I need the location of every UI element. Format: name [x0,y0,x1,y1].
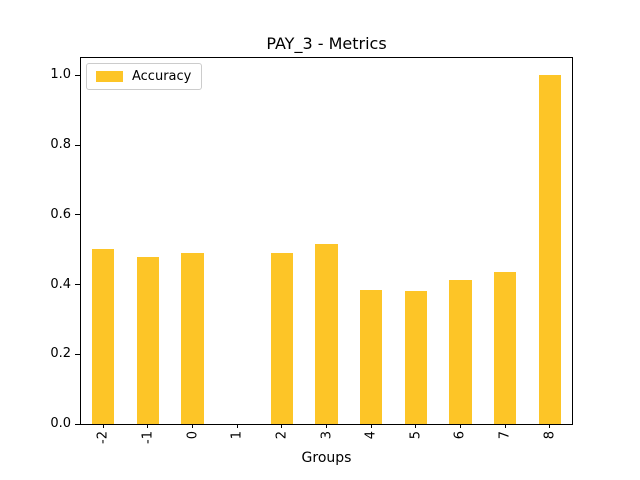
x-tick-label-8: 8 [542,431,558,440]
y-tick-mark [75,214,80,216]
x-tick-label-5: 5 [408,431,424,440]
y-tick-label-0.2: 0.2 [50,346,71,362]
y-tick-mark [75,423,80,425]
legend-swatch-accuracy [96,71,123,82]
y-tick-mark [75,144,80,146]
legend-label: Accuracy [132,69,192,84]
y-tick-label-0.8: 0.8 [50,137,71,153]
x-tick-mark [192,424,194,428]
plot-area: -2 -1 0 1 2 3 4 5 6 7 8 0.0 0.2 0.4 0.6 0.8 1.0 [50,57,573,444]
x-tick-label-1: 1 [229,431,245,440]
y-tick-mark [75,74,80,76]
y-tick-mark [75,284,80,286]
y-tick-label-0.4: 0.4 [50,276,71,292]
bar-8 [538,75,561,424]
bar-4 [359,289,383,424]
x-tick-mark [281,424,283,428]
x-tick-mark [459,424,461,428]
x-tick-mark [236,424,238,428]
x-tick-mark [147,424,149,428]
x-tick-mark [326,424,327,428]
x-tick-label--1: -1 [140,431,156,444]
bar-3 [315,244,338,424]
bar-0 [181,252,204,424]
bar-2 [270,253,294,424]
x-tick-label-3: 3 [319,431,334,440]
x-tick-label-7: 7 [497,431,513,440]
bar-6 [449,280,472,424]
x-tick-mark [370,424,372,428]
x-tick-mark [102,424,104,428]
x-tick-label--2: -2 [95,431,111,444]
chart-title: PAY_3 - Metrics [266,34,387,53]
y-tick-label-0.6: 0.6 [50,206,71,222]
x-tick-mark [415,424,417,428]
x-tick-mark [549,424,551,428]
x-tick-label-6: 6 [452,431,468,440]
bar--2 [92,248,115,424]
x-tick-mark [504,424,506,428]
x-tick-label-2: 2 [274,431,290,440]
x-tick-label-4: 4 [363,431,379,440]
y-tick-mark [75,353,80,355]
x-tick-label-0: 0 [185,431,201,440]
bar-5 [404,290,427,424]
bar-7 [493,271,517,424]
bar--1 [136,257,160,424]
x-axis-label: Groups [301,450,352,466]
legend: Accuracy [86,63,203,90]
y-tick-label-1.0: 1.0 [50,67,71,83]
y-tick-label-0.0: 0.0 [50,416,71,431]
